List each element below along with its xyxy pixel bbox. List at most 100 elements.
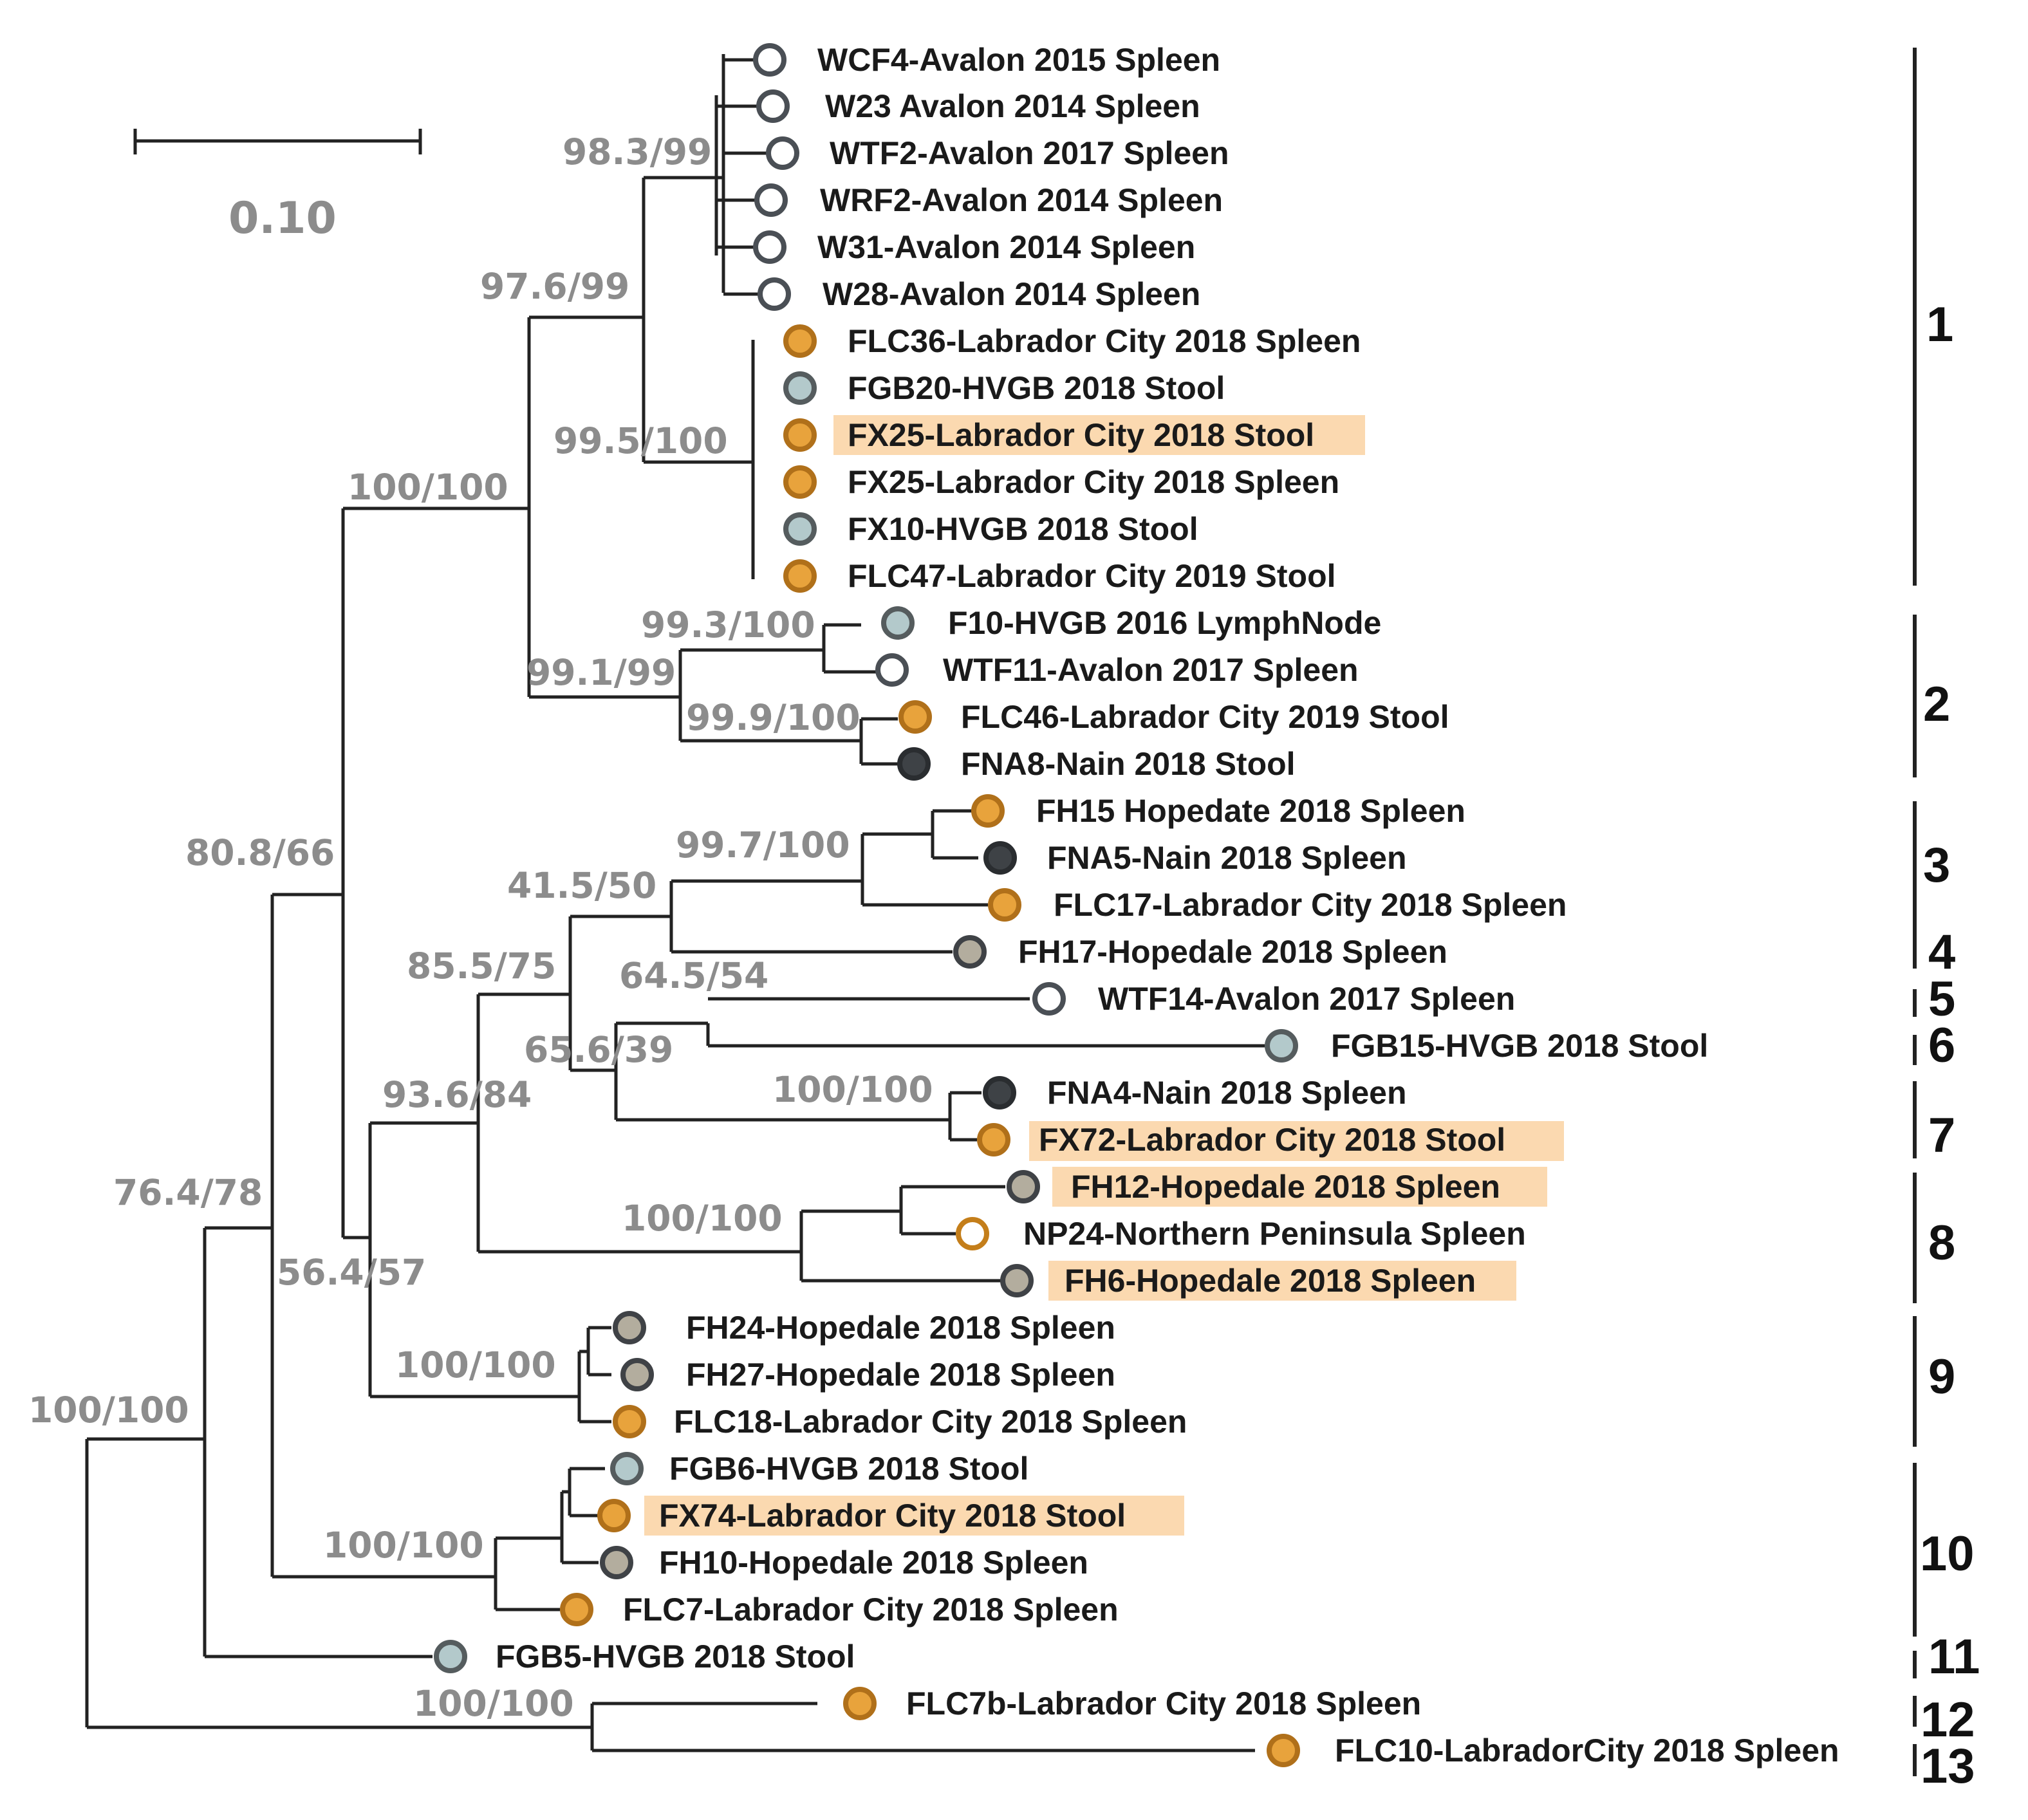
support-value: 56.4/57 — [277, 1252, 426, 1293]
taxon-marker-hopedale — [953, 935, 987, 969]
clade-number-12: 12 — [1921, 1693, 1975, 1747]
taxon-label: FLC18-Labrador City 2018 Spleen — [674, 1404, 1187, 1440]
clade-number-2: 2 — [1923, 677, 1950, 732]
support-value: 93.6/84 — [382, 1074, 532, 1115]
taxon-label: FH17-Hopedale 2018 Spleen — [1018, 934, 1447, 970]
support-value: 100/100 — [323, 1525, 484, 1566]
taxon-label: FGB20-HVGB 2018 Stool — [848, 370, 1225, 406]
taxon-marker-hopedale — [1007, 1170, 1040, 1203]
taxon-marker-labrador_city — [1267, 1734, 1300, 1767]
taxon-marker-avalon — [1032, 982, 1066, 1016]
taxon-label: FLC36-Labrador City 2018 Spleen — [848, 323, 1361, 359]
taxon-marker-hvgb — [1265, 1029, 1298, 1063]
support-value: 100/100 — [622, 1198, 783, 1239]
taxon-label: F10-HVGB 2016 LymphNode — [948, 605, 1381, 641]
support-value: 99.5/100 — [554, 420, 728, 461]
support-value: 41.5/50 — [507, 865, 656, 906]
taxon-label: WTF11-Avalon 2017 Spleen — [943, 652, 1359, 688]
taxon-marker-labrador_city — [783, 418, 817, 452]
taxon-label: NP24-Northern Peninsula Spleen — [1023, 1216, 1526, 1252]
clade-number-6: 6 — [1928, 1018, 1955, 1073]
taxon-marker-nain — [983, 1076, 1016, 1110]
taxon-marker-labrador_city — [971, 794, 1005, 828]
taxon-label: FX10-HVGB 2018 Stool — [848, 511, 1198, 547]
support-value: 98.3/99 — [563, 131, 712, 172]
taxon-label: W28-Avalon 2014 Spleen — [823, 276, 1200, 312]
support-value: 80.8/66 — [185, 832, 335, 873]
taxon-marker-avalon — [753, 230, 786, 264]
taxon-label: W31-Avalon 2014 Spleen — [817, 229, 1195, 265]
taxon-label: WTF14-Avalon 2017 Spleen — [1098, 981, 1515, 1017]
taxon-label: FH24-Hopedale 2018 Spleen — [686, 1310, 1115, 1346]
taxon-marker-hvgb — [881, 606, 915, 640]
taxon-label: FH27-Hopedale 2018 Spleen — [686, 1357, 1115, 1393]
taxon-label: FH15 Hopedate 2018 Spleen — [1036, 793, 1465, 829]
clade-number-13: 13 — [1921, 1739, 1975, 1794]
taxon-marker-hopedale — [620, 1358, 654, 1391]
clade-number-5: 5 — [1928, 972, 1955, 1026]
taxon-label: FLC46-Labrador City 2019 Stool — [961, 699, 1449, 735]
taxon-marker-hvgb — [434, 1640, 467, 1673]
taxon-marker-labrador_city — [898, 700, 932, 734]
taxon-marker-avalon — [766, 136, 799, 170]
support-value: 99.7/100 — [676, 824, 850, 866]
support-value: 99.3/100 — [641, 604, 815, 645]
taxon-marker-avalon — [875, 653, 909, 687]
support-value: 97.6/99 — [480, 266, 629, 307]
taxon-marker-hvgb — [783, 371, 817, 405]
taxon-highlight — [1029, 1121, 1564, 1161]
support-value: 85.5/75 — [407, 945, 556, 987]
taxon-highlight — [833, 415, 1365, 455]
taxon-marker-hopedale — [613, 1311, 646, 1344]
support-value: 100/100 — [772, 1069, 933, 1110]
taxon-marker-labrador_city — [560, 1593, 593, 1626]
taxon-label: FX25-Labrador City 2018 Stool — [848, 417, 1314, 453]
taxon-label: FNA5-Nain 2018 Spleen — [1047, 840, 1407, 876]
taxon-marker-nain — [897, 747, 931, 781]
taxon-marker-labrador_city — [783, 559, 817, 593]
clade-number-11: 11 — [1928, 1630, 1980, 1684]
taxon-label: W23 Avalon 2014 Spleen — [825, 88, 1200, 124]
support-value: 100/100 — [348, 467, 508, 508]
taxon-label: WTF2-Avalon 2017 Spleen — [830, 135, 1229, 171]
taxon-label: FH10-Hopedale 2018 Spleen — [659, 1545, 1088, 1581]
taxon-marker-labrador_city — [613, 1405, 646, 1438]
taxon-label: FLC10-LabradorCity 2018 Spleen — [1335, 1732, 1839, 1769]
taxon-marker-hvgb — [783, 512, 817, 546]
taxon-marker-labrador_city — [783, 324, 817, 358]
taxon-label: FGB15-HVGB 2018 Stool — [1331, 1028, 1708, 1064]
taxon-label: FGB6-HVGB 2018 Stool — [669, 1451, 1028, 1487]
taxon-marker-hopedale — [600, 1546, 633, 1579]
taxon-label: FH6-Hopedale 2018 Spleen — [1065, 1263, 1476, 1299]
support-value: 99.9/100 — [686, 697, 861, 738]
taxon-label: FLC17-Labrador City 2018 Spleen — [1054, 887, 1567, 923]
scale-bar-label: 0.10 — [228, 193, 337, 244]
taxon-marker-nain — [983, 841, 1017, 875]
support-value: 65.6/39 — [524, 1029, 673, 1070]
taxon-label: WCF4-Avalon 2015 Spleen — [817, 42, 1220, 78]
taxon-marker-labrador_city — [988, 888, 1021, 922]
clade-number-9: 9 — [1928, 1350, 1955, 1404]
taxon-marker-avalon — [756, 89, 790, 123]
support-value: 64.5/54 — [619, 955, 768, 996]
support-value: 100/100 — [28, 1389, 189, 1431]
taxon-label: FNA4-Nain 2018 Spleen — [1047, 1075, 1407, 1111]
taxon-highlight — [1048, 1261, 1516, 1301]
taxon-marker-hvgb — [610, 1452, 644, 1485]
taxon-marker-labrador_city — [843, 1687, 877, 1720]
taxon-label: FNA8-Nain 2018 Stool — [961, 746, 1296, 782]
taxon-label: WRF2-Avalon 2014 Spleen — [820, 182, 1223, 218]
taxon-marker-labrador_city — [783, 465, 817, 499]
clade-number-10: 10 — [1920, 1527, 1975, 1581]
support-value: 100/100 — [413, 1683, 574, 1724]
taxon-highlight — [1052, 1167, 1547, 1207]
taxon-label: FX72-Labrador City 2018 Stool — [1039, 1122, 1505, 1158]
taxon-marker-avalon — [754, 183, 788, 217]
support-value: 99.1/99 — [526, 652, 676, 693]
taxon-label: FLC7-Labrador City 2018 Spleen — [623, 1592, 1119, 1628]
taxon-label: FLC7b-Labrador City 2018 Spleen — [906, 1685, 1421, 1722]
taxon-label: FLC47-Labrador City 2019 Stool — [848, 558, 1336, 594]
taxon-marker-labrador_city — [597, 1499, 631, 1532]
taxon-label: FH12-Hopedale 2018 Spleen — [1071, 1169, 1500, 1205]
